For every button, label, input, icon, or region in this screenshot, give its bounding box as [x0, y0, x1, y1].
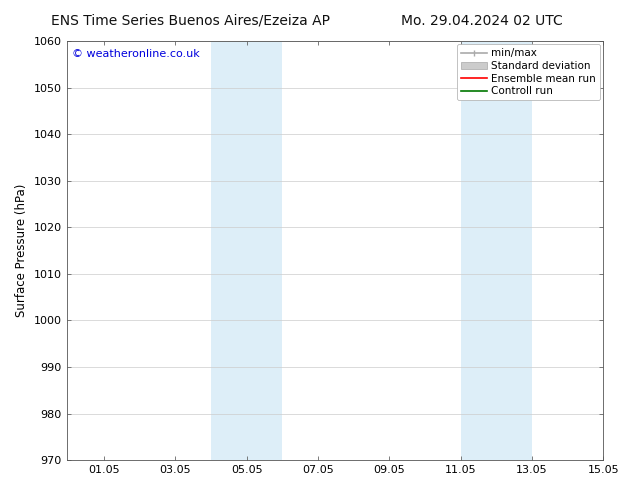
Legend: min/max, Standard deviation, Ensemble mean run, Controll run: min/max, Standard deviation, Ensemble me…	[456, 44, 600, 100]
Y-axis label: Surface Pressure (hPa): Surface Pressure (hPa)	[15, 184, 28, 318]
Text: © weatheronline.co.uk: © weatheronline.co.uk	[72, 49, 200, 59]
Text: ENS Time Series Buenos Aires/Ezeiza AP: ENS Time Series Buenos Aires/Ezeiza AP	[51, 14, 330, 28]
Text: Mo. 29.04.2024 02 UTC: Mo. 29.04.2024 02 UTC	[401, 14, 563, 28]
Bar	[460, 41, 532, 460]
Bar	[211, 41, 282, 460]
